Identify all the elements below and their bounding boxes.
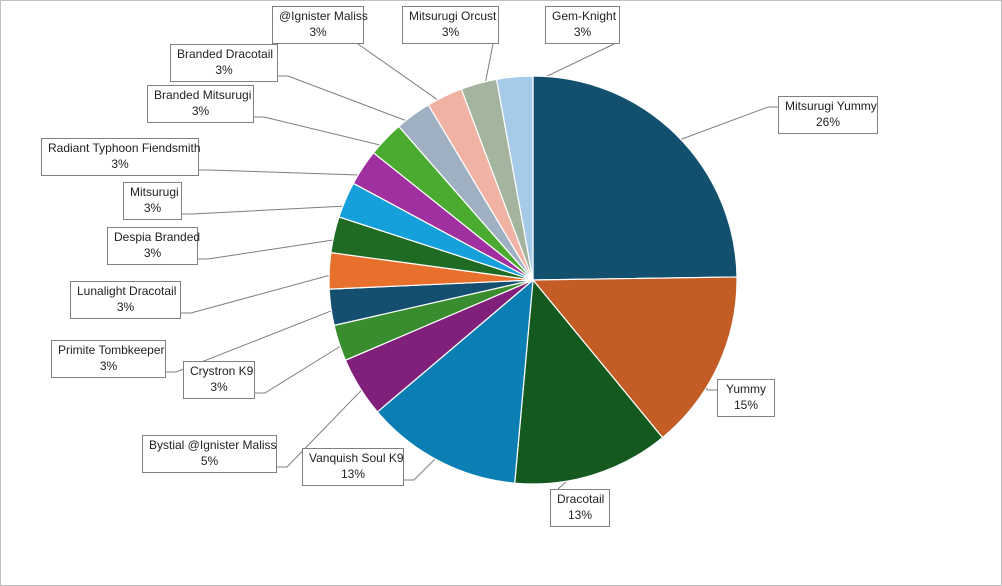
data-label-category: Mitsurugi Orcust — [409, 9, 497, 23]
data-label-category: Lunalight Dracotail — [77, 284, 177, 298]
data-label-percent: 3% — [573, 25, 592, 39]
data-label-lunalight-dracotail: Lunalight Dracotail 3% — [70, 281, 181, 319]
data-label-percent: 13% — [340, 467, 366, 481]
data-label-percent: 3% — [111, 157, 129, 171]
data-label-primite-tombkeeper: Primite Tombkeeper 3% — [51, 340, 166, 378]
pie-slice-mitsurugi-yummy[interactable] — [532, 75, 738, 281]
data-label-ignister-maliss: @Ignister Maliss 3% — [272, 6, 368, 44]
pie-slice-vanquish-soul-k9[interactable] — [376, 278, 534, 484]
leader-line-branded-mitsurugi — [254, 116, 396, 150]
leader-line-mitsurugi-yummy — [665, 106, 778, 146]
data-label-percent: 3% — [309, 25, 327, 39]
data-label-percent: 13% — [567, 508, 593, 522]
pie-slice-dracotail[interactable] — [514, 278, 664, 485]
data-label-despia-branded: Despia Branded 3% — [107, 227, 201, 265]
data-label-percent: 5% — [200, 454, 219, 468]
pie-slice-yummy[interactable] — [531, 276, 738, 439]
leader-line-primite-tombkeeper — [166, 305, 346, 373]
data-label-percent: 3% — [441, 25, 460, 39]
data-label-category: Branded Dracotail — [177, 47, 274, 61]
leader-line-mitsurugi — [182, 204, 359, 215]
data-label-mitsurugi-yummy: Mitsurugi Yummy 26% — [778, 96, 878, 134]
data-label-gem-knight: Gem-Knight 3% — [545, 6, 620, 44]
data-label-category: Vanquish Soul K9 — [309, 451, 404, 465]
data-label-crystron-k9: Crystron K9 3% — [183, 361, 255, 399]
data-label-percent: 3% — [215, 63, 233, 77]
data-label-vanquish-soul-k9: Vanquish Soul K9 13% — [302, 448, 404, 486]
data-label-percent: 26% — [815, 115, 841, 129]
data-label-category: Mitsurugi — [130, 185, 179, 199]
leader-line-radiant-typhoon-fiendsmith — [199, 169, 375, 176]
data-label-category: Bystial @Ignister Maliss — [149, 438, 277, 452]
data-label-category: Despia Branded — [114, 230, 201, 244]
data-label-category: @Ignister Maliss — [279, 9, 368, 23]
data-label-percent: 3% — [116, 300, 135, 314]
data-label-category: Yummy — [725, 382, 766, 396]
data-label-percent: 3% — [143, 246, 162, 260]
data-label-category: Gem-Knight — [552, 9, 617, 23]
data-label-percent: 3% — [99, 359, 118, 373]
pie-slices — [328, 75, 738, 485]
data-label-category: Dracotail — [557, 492, 605, 506]
data-label-percent: 3% — [143, 201, 162, 215]
leader-lines — [166, 43, 778, 490]
leader-line-bystial-ignister-maliss — [277, 379, 372, 468]
pie-slice-gem-knight[interactable] — [495, 75, 534, 281]
data-label-branded-mitsurugi: Branded Mitsurugi 3% — [147, 85, 254, 123]
data-label-branded-dracotail: Branded Dracotail 3% — [170, 44, 278, 82]
data-label-yummy: Yummy 15% — [717, 379, 775, 417]
leader-line-lunalight-dracotail — [181, 271, 344, 314]
data-label-mitsurugi: Mitsurugi 3% — [123, 182, 182, 220]
data-label-category: Crystron K9 — [190, 364, 254, 378]
leader-line-despia-branded — [198, 237, 349, 260]
data-label-bystial-ignister-maliss: Bystial @Ignister Maliss 5% — [142, 435, 277, 473]
data-label-category: Radiant Typhoon Fiendsmith — [48, 141, 201, 155]
data-label-mitsurugi-orcust: Mitsurugi Orcust 3% — [402, 6, 499, 44]
data-label-percent: 15% — [733, 398, 759, 412]
data-label-dracotail: Dracotail 13% — [550, 489, 610, 527]
data-label-category: Branded Mitsurugi — [154, 88, 252, 102]
data-label-category: Mitsurugi Yummy — [785, 99, 877, 113]
leader-line-branded-dracotail — [278, 75, 422, 127]
leader-line-ignister-maliss — [357, 43, 451, 110]
data-label-radiant-typhoon-fiendsmith: Radiant Typhoon Fiendsmith 3% — [41, 138, 201, 176]
leader-line-crystron-k9 — [255, 338, 353, 394]
data-label-percent: 3% — [191, 104, 210, 118]
data-label-percent: 3% — [210, 380, 228, 394]
data-label-category: Primite Tombkeeper — [58, 343, 165, 357]
